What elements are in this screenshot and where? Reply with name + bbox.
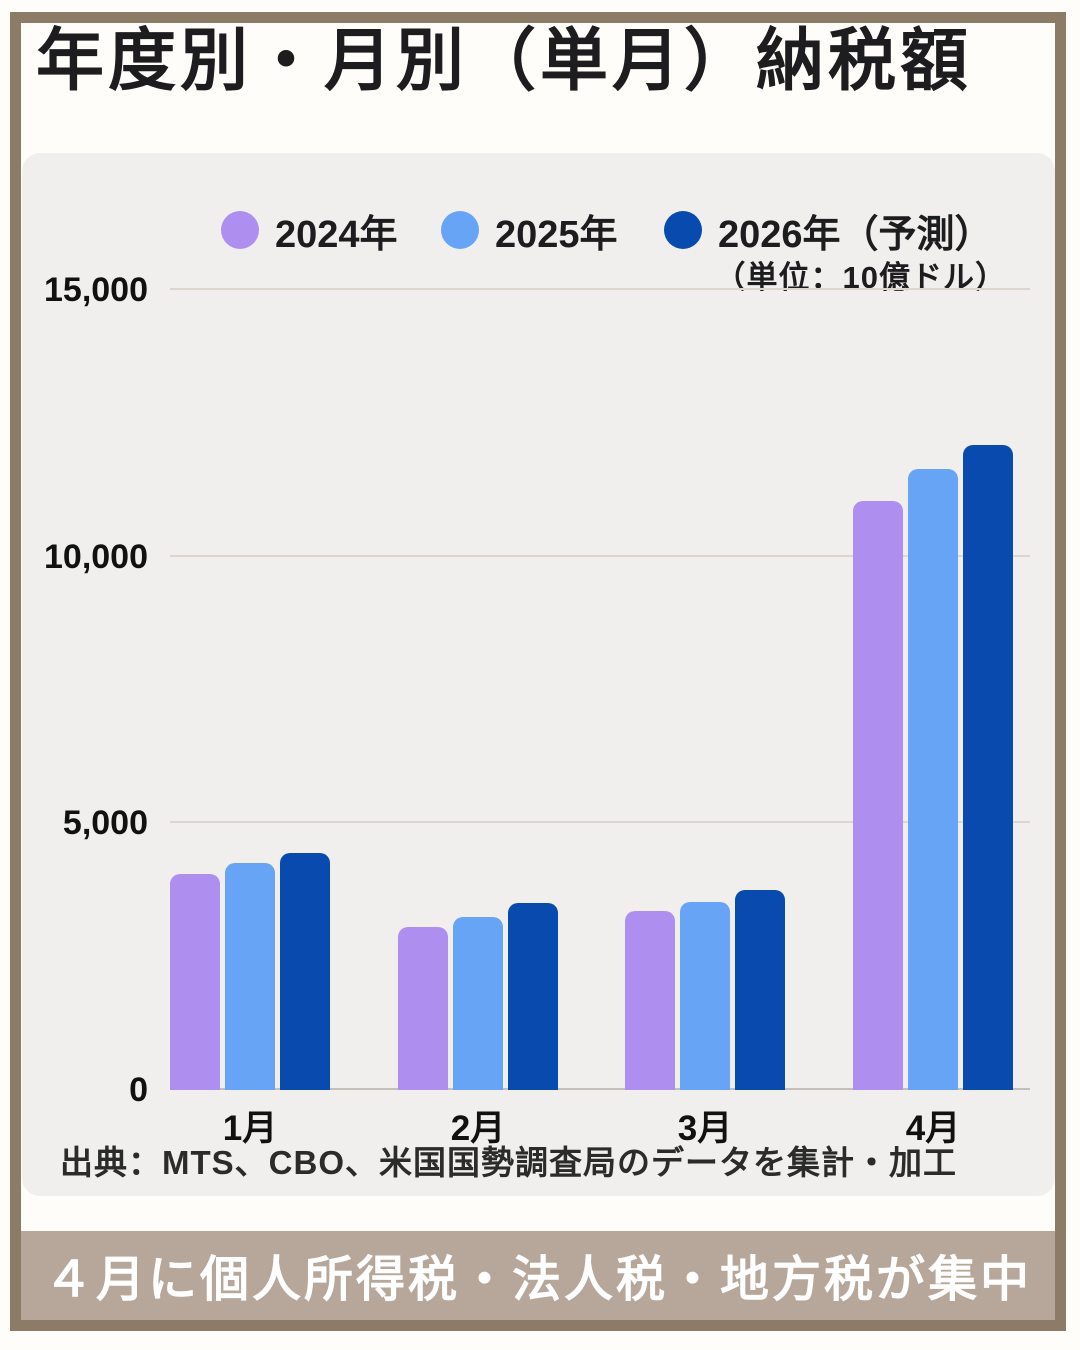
plot-wrap: 0 5,000 10,000 15,000 1月 2月 3月 4月 (22, 271, 1055, 1160)
bar-group (853, 444, 1013, 1090)
x-axis-line (170, 1088, 1030, 1090)
legend-label: 2025年 (495, 213, 618, 256)
bar (908, 468, 958, 1090)
legend-label: 2026年（予測） (718, 213, 993, 256)
x-tick-label: 4月 (905, 1109, 961, 1148)
bar-group (398, 903, 558, 1090)
y-axis-labels: 0 5,000 10,000 15,000 (22, 271, 148, 1109)
bar (963, 444, 1013, 1090)
gridline (170, 821, 1030, 824)
chart-panel: 2024年 2025年 2026年（予測） （単位：10億ドル） 0 5,000 10,… (22, 153, 1055, 1196)
bar (453, 917, 503, 1090)
y-tick-label: 5,000 (62, 804, 148, 843)
legend-dot-icon (441, 211, 479, 249)
legend-item: 2024年 (221, 208, 398, 256)
bar (225, 863, 275, 1090)
gridline (170, 288, 1030, 290)
bar (680, 902, 730, 1090)
bar (280, 852, 330, 1090)
legend-item: 2025年 (441, 208, 618, 256)
plot-area (170, 288, 1030, 1090)
bar-group (625, 889, 785, 1090)
bar (735, 889, 785, 1090)
footer-banner: ４月に個人所得税・法人税・地方税が集中 (21, 1231, 1055, 1320)
source-note: 出典：MTS、CBO、米国国勢調査局のデータを集計・加工 (60, 1144, 957, 1181)
bar (170, 874, 220, 1090)
x-tick-label: 3月 (677, 1109, 733, 1148)
bar (508, 903, 558, 1090)
bar-group (170, 852, 330, 1090)
x-axis-labels: 1月 2月 3月 4月 (170, 1100, 1030, 1148)
x-tick-label: 1月 (222, 1109, 278, 1148)
y-tick-label: 0 (129, 1071, 148, 1109)
frame-border (10, 12, 1066, 1331)
gridline (170, 554, 1030, 557)
y-tick-label: 10,000 (44, 537, 148, 576)
bar (625, 911, 675, 1090)
legend-dot-icon (221, 211, 259, 249)
page-title: 年度別・月別（単月）納税額 (36, 23, 973, 99)
banner-text: ４月に個人所得税・法人税・地方税が集中 (43, 1253, 1032, 1307)
y-tick-label: 15,000 (44, 271, 148, 309)
legend-label: 2024年 (275, 213, 398, 256)
bar (398, 927, 448, 1090)
bar (853, 500, 903, 1090)
x-tick-label: 2月 (450, 1109, 506, 1148)
legend-item: 2026年（予測） (664, 208, 993, 256)
legend-dot-icon (664, 211, 702, 249)
